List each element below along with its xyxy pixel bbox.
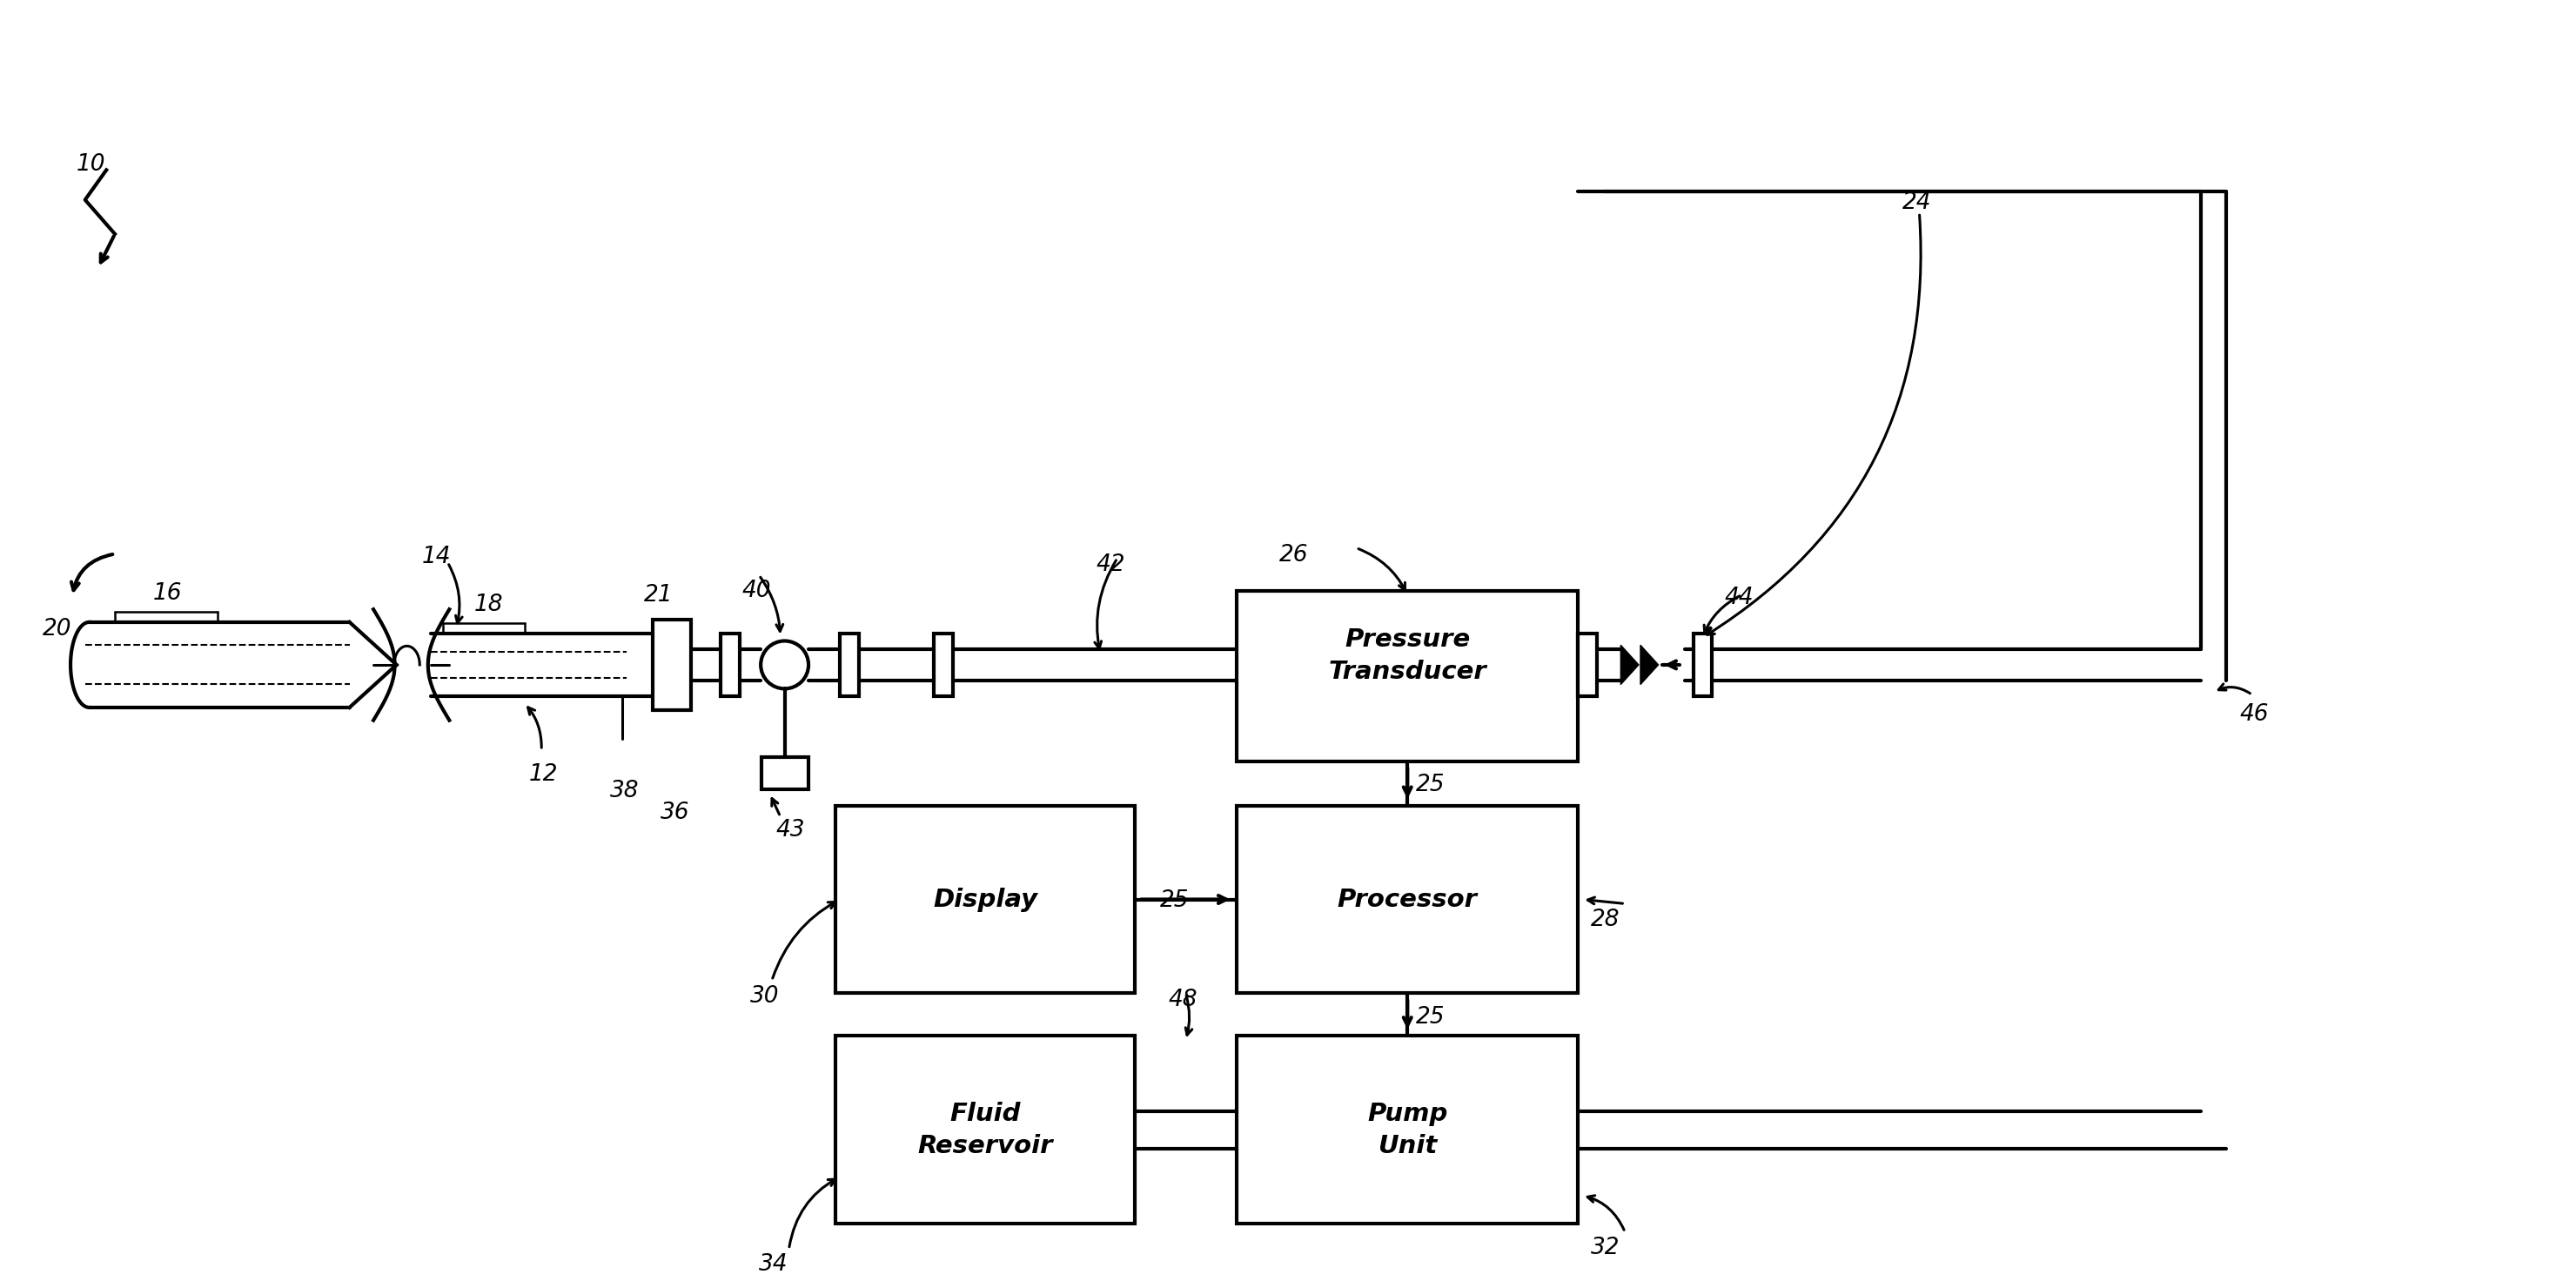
Bar — [1692, 633, 1713, 697]
Text: 46: 46 — [2239, 703, 2269, 726]
Text: 24: 24 — [1901, 191, 1932, 214]
Bar — [652, 620, 690, 710]
Text: 30: 30 — [750, 985, 781, 1007]
Bar — [1236, 591, 1579, 761]
Text: 26: 26 — [1280, 543, 1309, 566]
Text: 42: 42 — [1095, 553, 1126, 576]
Text: Processor: Processor — [1337, 888, 1479, 912]
Text: Fluid
Reservoir: Fluid Reservoir — [917, 1102, 1054, 1158]
Text: 25: 25 — [1417, 774, 1445, 797]
Text: 25: 25 — [1159, 889, 1190, 912]
Bar — [835, 1036, 1133, 1223]
Text: 38: 38 — [611, 780, 639, 803]
Text: 16: 16 — [155, 583, 183, 605]
Text: 40: 40 — [742, 579, 770, 602]
Text: 36: 36 — [662, 802, 690, 824]
Text: 44: 44 — [1726, 587, 1754, 608]
Text: 43: 43 — [775, 820, 806, 842]
Bar — [935, 633, 953, 697]
Text: 48: 48 — [1170, 989, 1198, 1012]
Text: 34: 34 — [760, 1254, 788, 1276]
Text: 14: 14 — [422, 546, 451, 567]
Bar — [1236, 806, 1579, 993]
Text: Pump
Unit: Pump Unit — [1368, 1102, 1448, 1158]
Text: Pressure
Transducer: Pressure Transducer — [1329, 628, 1486, 684]
Bar — [760, 757, 809, 789]
Text: 28: 28 — [1592, 908, 1620, 931]
Text: 12: 12 — [528, 763, 559, 785]
Polygon shape — [1620, 646, 1638, 684]
Text: 25: 25 — [1417, 1006, 1445, 1029]
Bar — [835, 806, 1133, 993]
Text: 20: 20 — [41, 617, 72, 640]
Text: 21: 21 — [644, 584, 672, 606]
Text: Display: Display — [933, 888, 1038, 912]
Bar — [1236, 1036, 1579, 1223]
Bar — [840, 633, 858, 697]
Polygon shape — [1641, 646, 1659, 684]
Text: 32: 32 — [1592, 1236, 1620, 1259]
Text: 18: 18 — [474, 593, 502, 616]
Bar — [1579, 633, 1597, 697]
Text: 10: 10 — [77, 152, 106, 175]
Bar — [721, 633, 739, 697]
